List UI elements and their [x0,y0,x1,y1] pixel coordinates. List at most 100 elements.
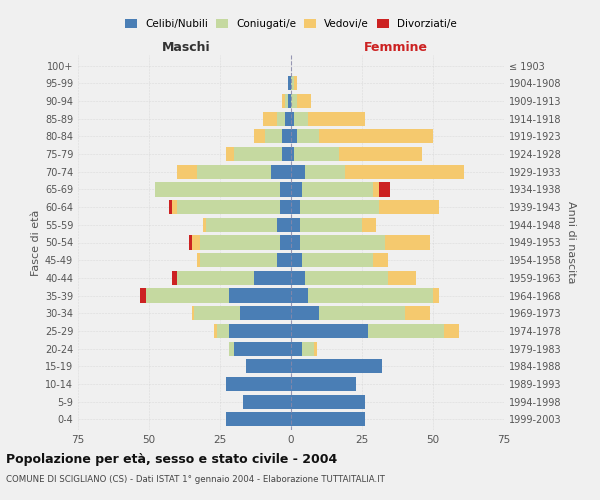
Bar [283,130,291,143]
Bar [280,236,291,250]
Bar [169,200,172,214]
Bar [291,271,305,285]
Bar [291,218,299,232]
Bar [302,253,373,268]
Bar [291,377,356,391]
Bar [277,253,291,268]
Bar [291,236,299,250]
Bar [155,182,280,196]
Bar [277,112,286,126]
Bar [433,288,439,302]
Bar [217,324,229,338]
Bar [240,306,291,320]
Bar [189,236,191,250]
Bar [271,164,291,179]
Bar [291,112,294,126]
Bar [362,218,376,232]
Bar [305,271,388,285]
Bar [200,253,277,268]
Bar [305,164,345,179]
Bar [234,147,283,161]
Bar [291,130,296,143]
Bar [229,342,234,355]
Bar [299,236,385,250]
Bar [288,76,291,90]
Bar [140,288,146,302]
Bar [339,147,422,161]
Bar [294,147,339,161]
Bar [245,359,291,374]
Y-axis label: Anni di nascita: Anni di nascita [566,201,576,284]
Bar [277,218,291,232]
Bar [379,182,391,196]
Bar [191,306,194,320]
Bar [178,271,254,285]
Bar [194,306,240,320]
Y-axis label: Fasce di età: Fasce di età [31,210,41,276]
Bar [291,76,294,90]
Bar [291,394,365,409]
Bar [197,253,200,268]
Bar [445,324,458,338]
Text: Femmine: Femmine [364,41,428,54]
Bar [319,306,404,320]
Bar [243,394,291,409]
Bar [191,236,200,250]
Bar [286,94,288,108]
Bar [373,182,379,196]
Bar [291,182,302,196]
Bar [291,164,305,179]
Bar [319,130,433,143]
Bar [299,218,362,232]
Bar [200,236,280,250]
Bar [291,412,365,426]
Bar [226,377,291,391]
Bar [291,342,302,355]
Bar [373,253,388,268]
Bar [172,200,178,214]
Bar [280,200,291,214]
Bar [172,271,178,285]
Bar [229,324,291,338]
Bar [178,200,280,214]
Bar [291,288,308,302]
Bar [308,112,365,126]
Bar [280,182,291,196]
Bar [291,324,368,338]
Bar [146,288,229,302]
Bar [291,200,299,214]
Text: Popolazione per età, sesso e stato civile - 2004: Popolazione per età, sesso e stato civil… [6,452,337,466]
Bar [379,200,439,214]
Bar [404,306,430,320]
Bar [263,112,277,126]
Bar [234,342,291,355]
Bar [229,288,291,302]
Bar [291,359,382,374]
Bar [286,112,291,126]
Bar [197,164,271,179]
Bar [291,253,302,268]
Bar [206,218,277,232]
Bar [296,130,319,143]
Bar [302,182,373,196]
Bar [226,412,291,426]
Bar [345,164,464,179]
Bar [254,130,265,143]
Bar [294,76,296,90]
Text: Maschi: Maschi [161,41,210,54]
Bar [288,94,291,108]
Bar [291,147,294,161]
Bar [254,271,291,285]
Bar [178,164,197,179]
Text: COMUNE DI SCIGLIANO (CS) - Dati ISTAT 1° gennaio 2004 - Elaborazione TUTTAITALIA: COMUNE DI SCIGLIANO (CS) - Dati ISTAT 1°… [6,475,385,484]
Bar [226,147,234,161]
Bar [283,147,291,161]
Bar [302,342,314,355]
Bar [299,200,379,214]
Bar [308,288,433,302]
Bar [294,112,308,126]
Bar [283,94,286,108]
Bar [385,236,430,250]
Bar [388,271,416,285]
Bar [296,94,311,108]
